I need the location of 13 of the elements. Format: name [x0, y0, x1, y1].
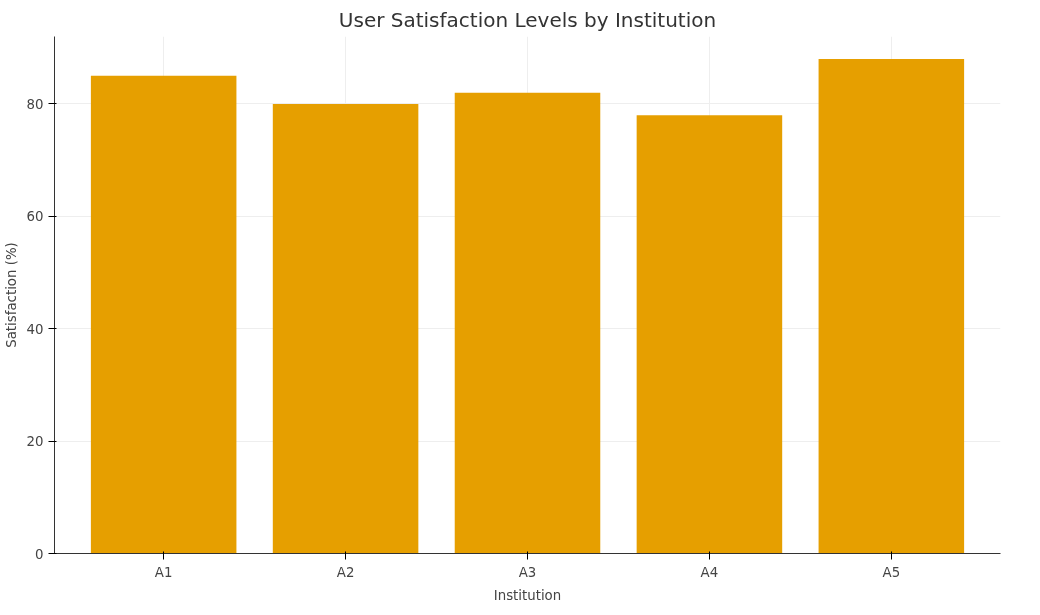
y-axis-title: Satisfaction (%)	[3, 242, 19, 348]
x-tick-label: A5	[882, 564, 901, 580]
x-tick-label: A2	[336, 564, 355, 580]
y-tick-label: 0	[35, 546, 44, 562]
x-tick-label: A3	[518, 564, 537, 580]
y-tick-label: 40	[26, 321, 44, 337]
x-tick-label: A4	[700, 564, 719, 580]
y-tick-label: 60	[26, 209, 44, 225]
y-tick-label: 80	[26, 96, 44, 112]
chart-title: User Satisfaction Levels by Institution	[338, 7, 717, 32]
y-tick-label: 20	[26, 434, 44, 450]
x-axis-title: Institution	[493, 587, 562, 603]
x-tick-label: A1	[154, 564, 173, 580]
